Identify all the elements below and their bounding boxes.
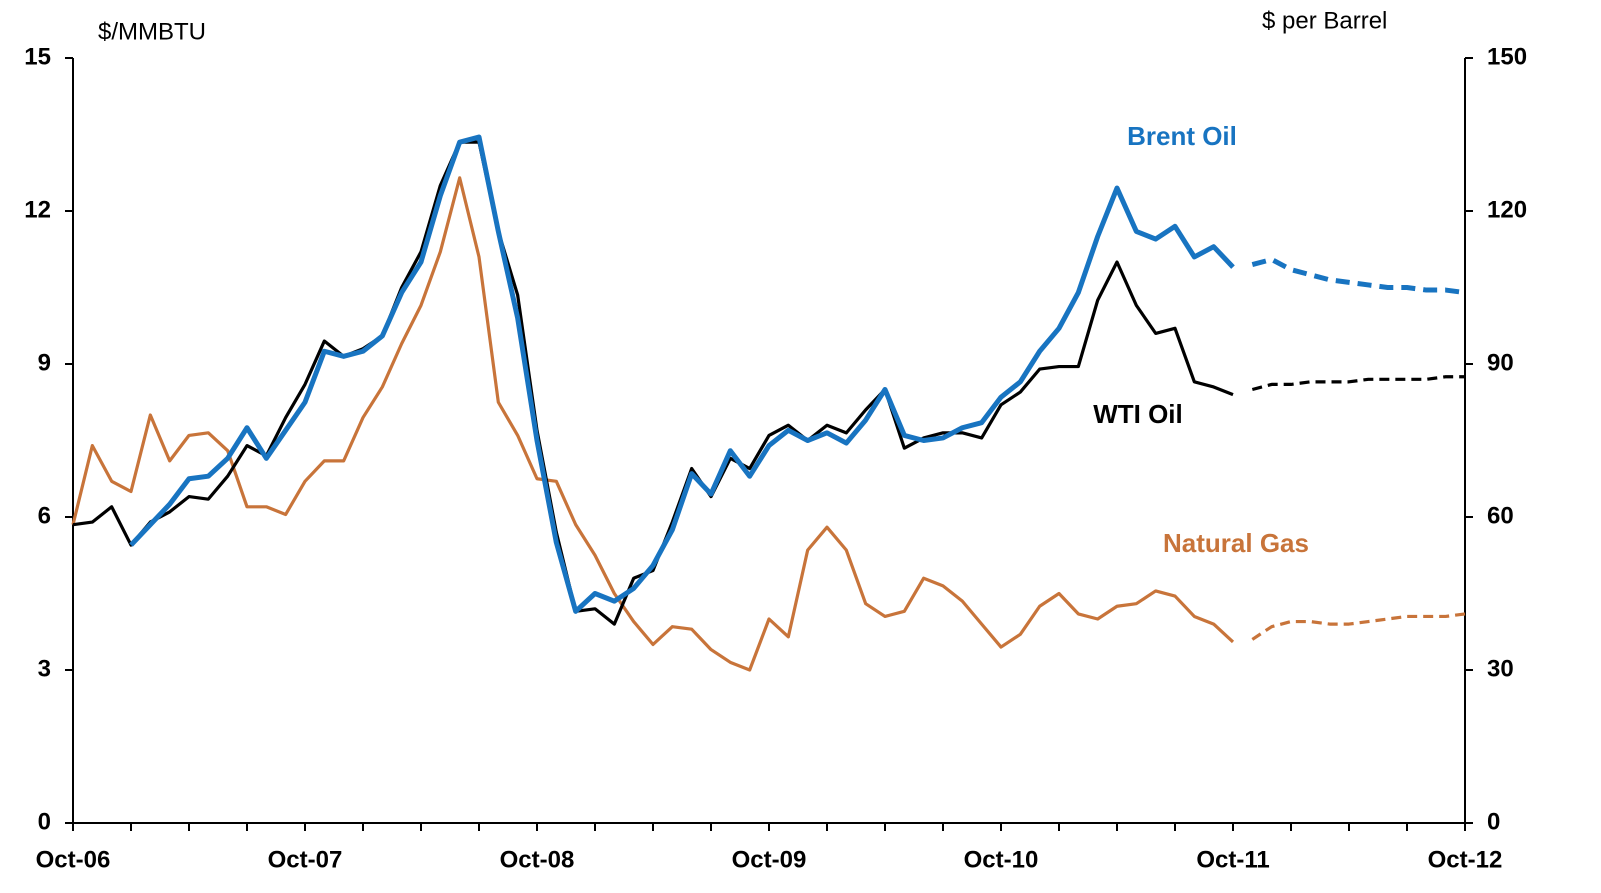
series-line	[71, 176, 1235, 672]
series-label: WTI Oil	[1093, 399, 1183, 429]
series-line	[1251, 612, 1466, 641]
y2-tick-label: 60	[1487, 502, 1514, 529]
y-tick-label: 15	[24, 43, 51, 70]
x-tick-label: Oct-09	[732, 846, 807, 873]
y2-tick-label: 120	[1487, 196, 1527, 223]
y-tick-label: 3	[38, 655, 51, 682]
y2-tick-label: 90	[1487, 349, 1514, 376]
series-label: Brent Oil	[1127, 121, 1237, 151]
series-line	[1251, 256, 1466, 296]
y2-axis-title: $ per Barrel	[1262, 7, 1387, 34]
x-tick-label: Oct-07	[268, 846, 343, 873]
x-tick-label: Oct-12	[1428, 846, 1503, 873]
x-tick-label: Oct-10	[964, 846, 1039, 873]
series-line	[1251, 375, 1465, 392]
y-tick-label: 0	[38, 808, 51, 835]
y2-tick-label: 30	[1487, 655, 1514, 682]
y-axis-title: $/MMBTU	[98, 18, 206, 45]
y-tick-label: 9	[38, 349, 51, 376]
x-tick-label: Oct-11	[1196, 846, 1269, 873]
y-tick-label: 12	[24, 196, 51, 223]
x-tick-label: Oct-08	[500, 846, 575, 873]
series-line	[129, 134, 1235, 614]
x-tick-label: Oct-06	[36, 846, 111, 873]
y2-tick-label: 0	[1487, 808, 1500, 835]
y2-tick-label: 150	[1487, 43, 1527, 70]
series-label: Natural Gas	[1163, 528, 1309, 558]
series-line	[72, 140, 1234, 626]
y-tick-label: 6	[38, 502, 51, 529]
